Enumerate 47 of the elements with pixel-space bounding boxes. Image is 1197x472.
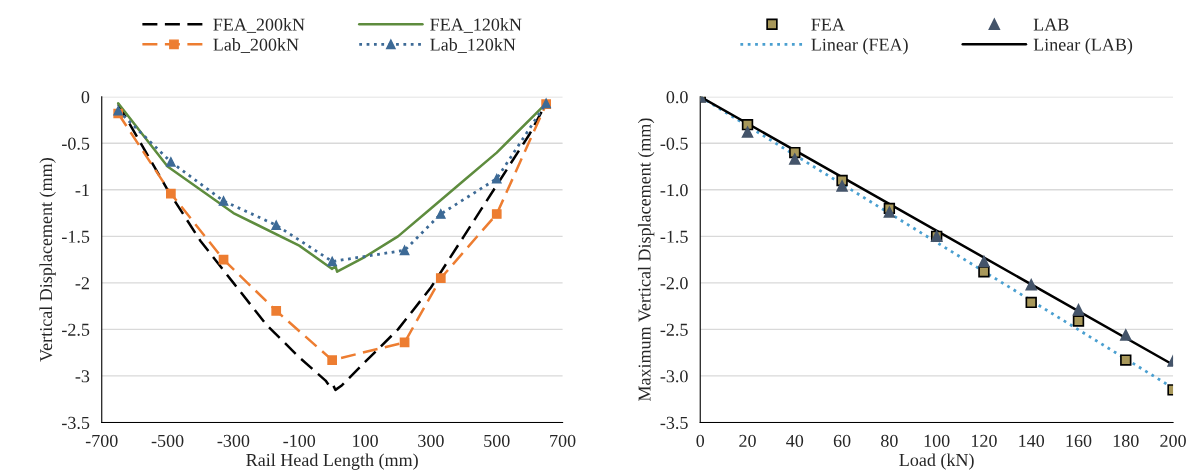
y-tick-label: -2.5 xyxy=(62,323,90,336)
y-tick-label: -2.0 xyxy=(660,277,688,290)
x-tick-label: 500 xyxy=(484,434,510,447)
y-tick-label: -1.0 xyxy=(660,184,688,197)
y-tick-label: -0.5 xyxy=(62,137,90,150)
legend-label: FEA_120kN xyxy=(430,17,522,33)
legend-label: LAB xyxy=(1033,18,1069,31)
x-tick-label: 20 xyxy=(739,434,756,447)
y-axis-title: Vertical Displacement (mm) xyxy=(39,158,56,362)
x-tick-label: 100 xyxy=(924,434,950,447)
x-tick-label: 200 xyxy=(1160,434,1186,447)
x-tick-label: -100 xyxy=(283,434,316,447)
y-axis-title: Maximum Vertical Displacement (mm) xyxy=(637,118,655,402)
y-tick-label: -2.5 xyxy=(660,323,688,336)
legend-label: Linear (FEA) xyxy=(811,38,908,55)
y-tick-label: -0.5 xyxy=(660,137,688,150)
x-tick-label: 300 xyxy=(418,434,444,447)
legend-label: Lab_120kN xyxy=(430,38,516,53)
legend-label: FEA xyxy=(811,18,845,31)
x-tick-label: 140 xyxy=(1019,434,1045,447)
x-tick-label: 60 xyxy=(833,434,851,447)
x-axis-title: Rail Head Length (mm) xyxy=(246,453,418,470)
x-tick-label: 40 xyxy=(786,434,804,447)
x-tick-label: 180 xyxy=(1113,434,1139,447)
x-axis-title: Load (kN) xyxy=(899,453,974,470)
y-tick-label: 0 xyxy=(81,91,90,104)
x-tick-label: -700 xyxy=(85,434,118,447)
x-tick-label: 160 xyxy=(1066,434,1092,447)
legend-label: FEA_200kN xyxy=(213,17,305,33)
legend-label: Linear (LAB) xyxy=(1033,38,1133,55)
y-tick-label: -2 xyxy=(75,277,89,290)
y-tick-label: -3.0 xyxy=(660,370,688,383)
y-tick-label: -1 xyxy=(75,184,89,197)
legend-label: Lab_200kN xyxy=(213,38,299,53)
x-tick-label: -300 xyxy=(217,434,250,447)
y-tick-label: -3.5 xyxy=(660,416,688,429)
x-tick-label: -500 xyxy=(151,434,184,447)
x-tick-label: 100 xyxy=(353,434,378,447)
y-tick-label: -3 xyxy=(75,370,90,383)
y-tick-label: -3.5 xyxy=(62,416,90,429)
y-tick-label: -1.5 xyxy=(62,230,90,243)
x-tick-label: 80 xyxy=(881,434,898,447)
x-tick-label: 700 xyxy=(550,434,576,447)
y-tick-label: 0.0 xyxy=(666,91,688,104)
x-tick-label: 0 xyxy=(696,434,705,447)
y-tick-label: -1.5 xyxy=(660,230,688,243)
x-tick-label: 120 xyxy=(971,434,997,447)
